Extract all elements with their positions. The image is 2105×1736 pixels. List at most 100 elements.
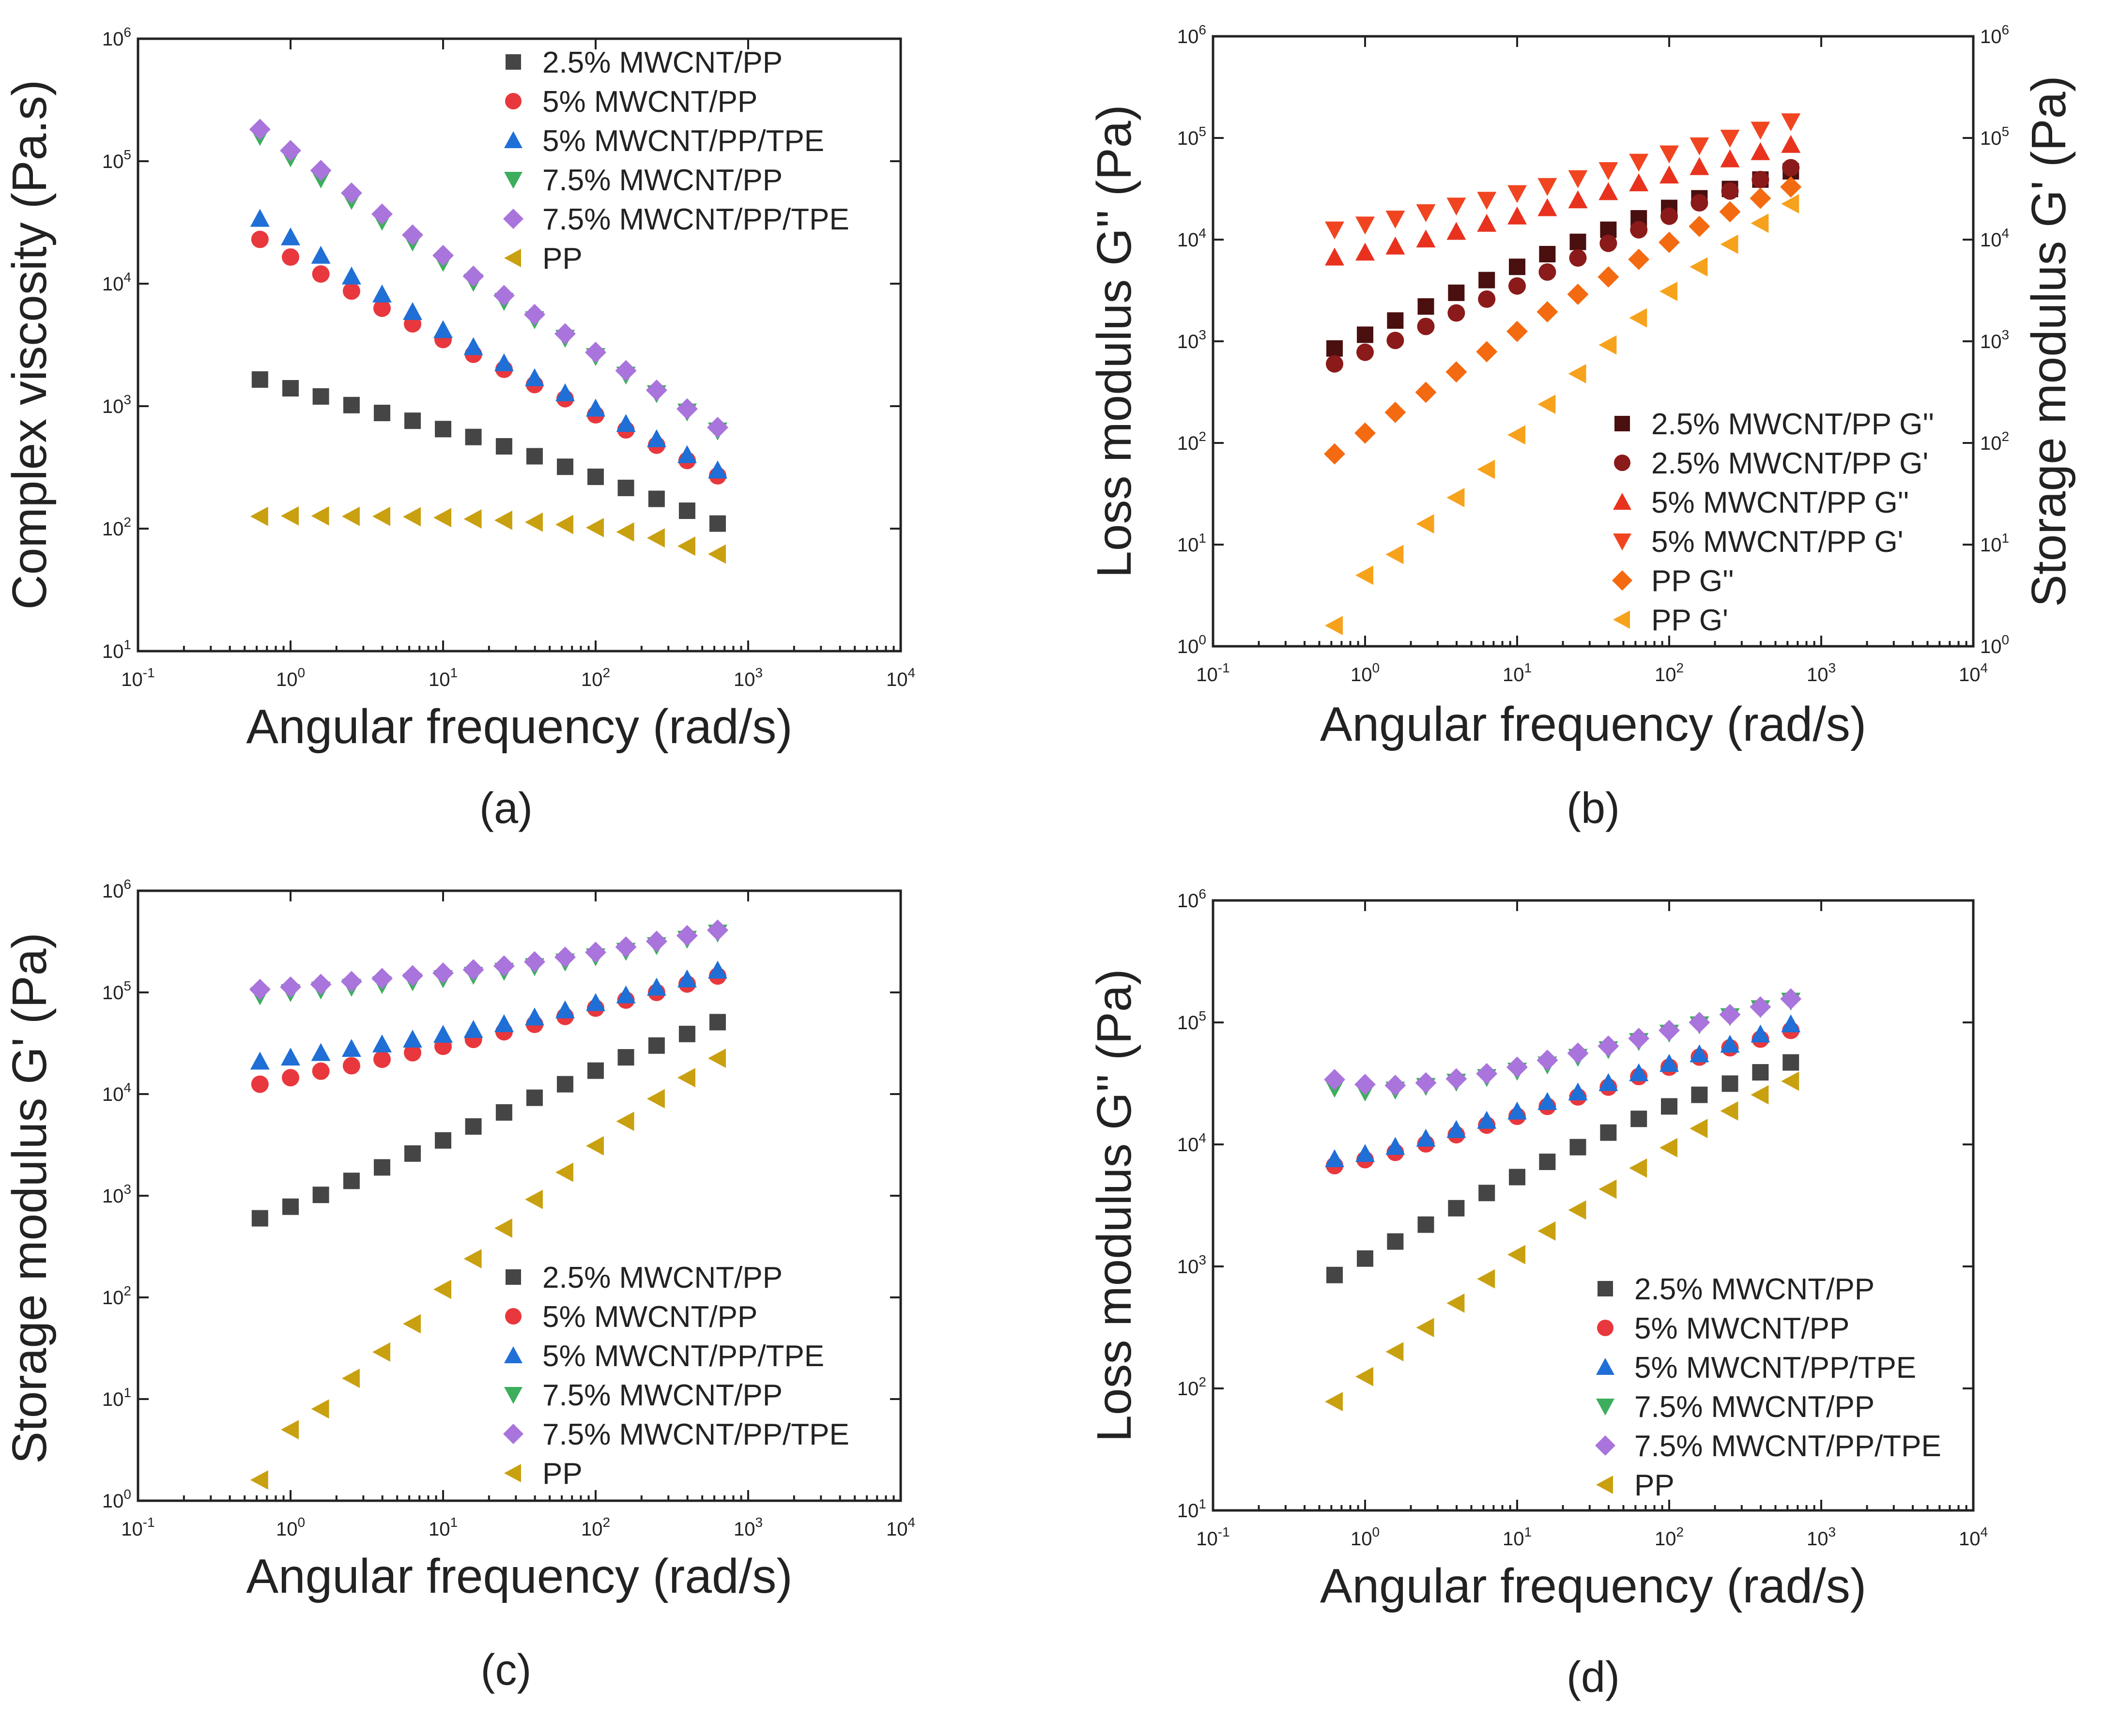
data-point <box>1477 1111 1497 1129</box>
legend-label: PP <box>542 1457 583 1491</box>
data-point <box>1416 229 1436 248</box>
legend-marker <box>504 1346 522 1363</box>
data-point <box>616 985 636 1004</box>
legend-marker <box>506 1269 521 1285</box>
legend-label: 2.5% MWCNT/PP <box>542 46 783 79</box>
x-tick-label: 102 <box>581 665 610 690</box>
data-point <box>615 360 637 381</box>
data-point <box>585 942 606 963</box>
y-tick-label: 102 <box>102 515 131 540</box>
data-point <box>586 1136 604 1156</box>
x-tick-label: 102 <box>1655 1524 1684 1550</box>
data-point <box>1536 301 1558 323</box>
y-tick-label: 106 <box>1177 22 1206 47</box>
data-point <box>1447 304 1465 322</box>
legend-label: PP <box>542 242 583 275</box>
y-tick-label: 105 <box>102 978 131 1004</box>
data-point <box>251 371 268 388</box>
data-point <box>250 1051 270 1070</box>
data-point <box>494 1014 514 1033</box>
data-point <box>433 508 451 528</box>
data-point <box>645 930 667 952</box>
data-point <box>1355 1367 1373 1386</box>
y-tick-label: 103 <box>1177 327 1206 352</box>
data-point <box>1476 1063 1498 1084</box>
legend-label: PP G' <box>1651 604 1728 637</box>
series-0 <box>1326 1054 1799 1283</box>
data-point <box>1690 1119 1708 1139</box>
data-point <box>1659 165 1679 183</box>
data-point <box>615 936 637 958</box>
legend-marker <box>504 172 522 189</box>
series-2 <box>1324 1014 1801 1168</box>
x-tick-label: 101 <box>1503 1524 1532 1550</box>
data-point <box>1478 272 1495 289</box>
data-point <box>372 1342 390 1362</box>
data-point <box>557 458 574 475</box>
legend-label: 5% MWCNT/PP/TPE <box>1634 1351 1916 1385</box>
data-point <box>1446 1120 1466 1138</box>
data-point <box>371 968 393 990</box>
data-point <box>463 509 482 529</box>
legend-label: 5% MWCNT/PP/TPE <box>542 124 824 158</box>
legend-marker <box>1596 1399 1614 1416</box>
data-point <box>646 528 665 548</box>
data-point <box>341 1369 360 1388</box>
x-axis-label: Angular frequency (rad/s) <box>1320 697 1866 751</box>
data-point <box>557 1076 574 1093</box>
data-point <box>1325 355 1343 373</box>
legend-label: 7.5% MWCNT/PP <box>542 164 783 197</box>
data-point <box>1416 1318 1434 1338</box>
legend: 2.5% MWCNT/PP 5% MWCNT/PP 5% MWCNT/PP/TPE 7… <box>503 46 849 275</box>
data-point <box>1417 318 1435 335</box>
data-point <box>708 460 728 479</box>
series-5 <box>1324 1071 1799 1412</box>
data-point <box>677 969 697 988</box>
data-point <box>251 230 269 248</box>
data-point <box>1509 1169 1525 1186</box>
data-point <box>1569 249 1587 267</box>
panel-caption: (b) <box>1567 784 1620 833</box>
data-point <box>555 383 575 401</box>
y-right-tick-label: 106 <box>1980 22 2009 47</box>
data-point <box>372 1034 392 1052</box>
x-axis-label: Angular frequency (rad/s) <box>1320 1559 1866 1613</box>
data-point <box>648 490 665 507</box>
data-point <box>1384 1074 1406 1096</box>
y-tick-label: 100 <box>102 1487 131 1512</box>
data-point <box>1751 213 1769 233</box>
data-point <box>646 977 666 996</box>
data-point <box>1659 1053 1679 1072</box>
data-point <box>1598 1035 1619 1057</box>
data-point <box>1721 182 1739 200</box>
legend-marker <box>504 1387 522 1404</box>
data-point <box>1537 1092 1557 1110</box>
data-point <box>1752 170 1769 188</box>
data-point <box>465 1118 482 1135</box>
data-point <box>646 429 666 447</box>
data-point <box>1751 142 1770 160</box>
data-point <box>1387 1233 1404 1250</box>
data-point <box>433 1025 453 1043</box>
data-point <box>1661 1098 1677 1115</box>
data-point <box>372 506 390 526</box>
x-tick-label: 101 <box>429 1515 458 1540</box>
x-tick-label: 10-1 <box>121 1515 154 1540</box>
data-point <box>526 1089 543 1106</box>
data-point <box>1599 234 1617 252</box>
legend-marker <box>1595 1435 1615 1456</box>
x-tick-label: 100 <box>1351 1524 1380 1550</box>
data-point <box>1689 215 1710 237</box>
data-point <box>586 993 605 1011</box>
data-point <box>1477 1269 1495 1289</box>
legend-marker <box>504 1464 521 1482</box>
x-tick-label: 101 <box>1503 660 1532 685</box>
data-point <box>495 1104 512 1121</box>
data-point <box>494 353 514 371</box>
data-point <box>1324 616 1343 636</box>
data-point <box>340 971 362 992</box>
data-point <box>462 265 484 287</box>
y-axis-label: Loss modulus G'' (Pa) <box>1087 105 1141 578</box>
y-tick-label: 106 <box>102 877 131 902</box>
data-point <box>402 965 424 987</box>
